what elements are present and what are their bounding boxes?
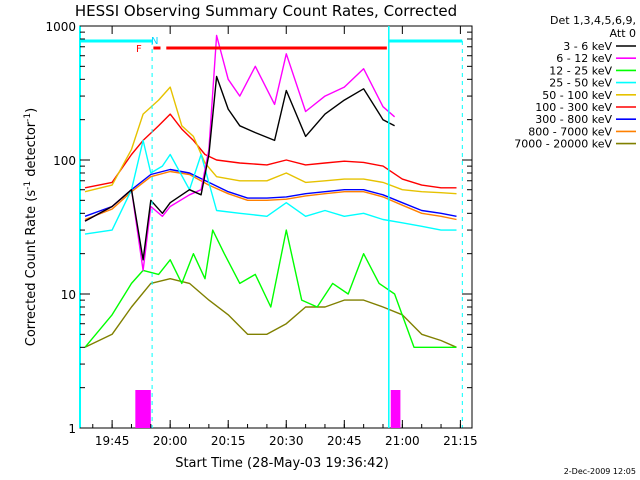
series-line-3-6-kev	[84, 75, 395, 261]
saa-flag-right	[390, 390, 401, 428]
legend-label-100-300-kev: 100 - 300 keV	[535, 101, 612, 114]
legend-header-2: Att 0	[610, 27, 636, 40]
y-axis: 1 10 100 1000	[45, 20, 472, 436]
y-tick-label: 1000	[45, 20, 76, 34]
x-tick-label: 20:30	[269, 434, 304, 448]
legend-label-50-100-kev: 50 - 100 keV	[542, 89, 612, 102]
y-tick-label: 1	[68, 422, 76, 436]
footer-date: 2-Dec-2009 12:05	[564, 467, 636, 476]
y-tick-label: 10	[61, 288, 76, 302]
legend-label-12-25-kev: 12 - 25 keV	[549, 64, 612, 77]
legend-label-300-800-kev: 300 - 800 keV	[535, 113, 612, 126]
y-axis-label: Corrected Count Rate (s-1 detector-1)	[23, 108, 39, 346]
status-layer	[79, 26, 463, 428]
x-tick-label: 20:45	[327, 434, 362, 448]
legend-label-800-7000-kev: 800 - 7000 keV	[528, 125, 612, 138]
x-axis-label: Start Time (28-May-03 19:36:42)	[175, 456, 389, 471]
legend-label-6-12-kev: 6 - 12 keV	[556, 52, 612, 65]
legend-label-3-6-kev: 3 - 6 keV	[563, 40, 612, 53]
x-tick-label: 21:15	[443, 434, 478, 448]
series-line-800-7000-kev	[84, 170, 457, 221]
series-line-50-100-kev	[84, 86, 457, 195]
x-tick-label: 20:15	[211, 434, 246, 448]
x-tick-label: 20:00	[153, 434, 188, 448]
series-line-12-25-kev	[84, 229, 457, 348]
flag-f-label: F	[136, 44, 142, 55]
chart-title: HESSI Observing Summary Count Rates, Cor…	[75, 2, 457, 20]
series-line-7000-20000-kev	[84, 278, 457, 348]
x-tick-label: 21:00	[385, 434, 420, 448]
series-line-100-300-kev	[84, 113, 457, 189]
plot-frame	[79, 25, 473, 429]
series-line-25-50-kev	[84, 139, 457, 235]
series-layer	[84, 34, 457, 348]
legend-header-1: Det 1,3,4,5,6,9,	[550, 14, 636, 27]
x-tick-label: 19:45	[95, 434, 130, 448]
series-line-6-12-kev	[84, 34, 396, 272]
legend-label-25-50-kev: 25 - 50 keV	[549, 77, 612, 90]
saa-flag-left	[135, 390, 151, 428]
series-line-300-800-kev	[84, 168, 457, 217]
legend-label-7000-20000-kev: 7000 - 20000 keV	[514, 138, 612, 151]
y-tick-label: 100	[53, 154, 76, 168]
x-axis: 19:45 20:00 20:15 20:30 20:45 21:00 21:15	[92, 26, 478, 448]
flag-n-label: N	[151, 36, 158, 47]
